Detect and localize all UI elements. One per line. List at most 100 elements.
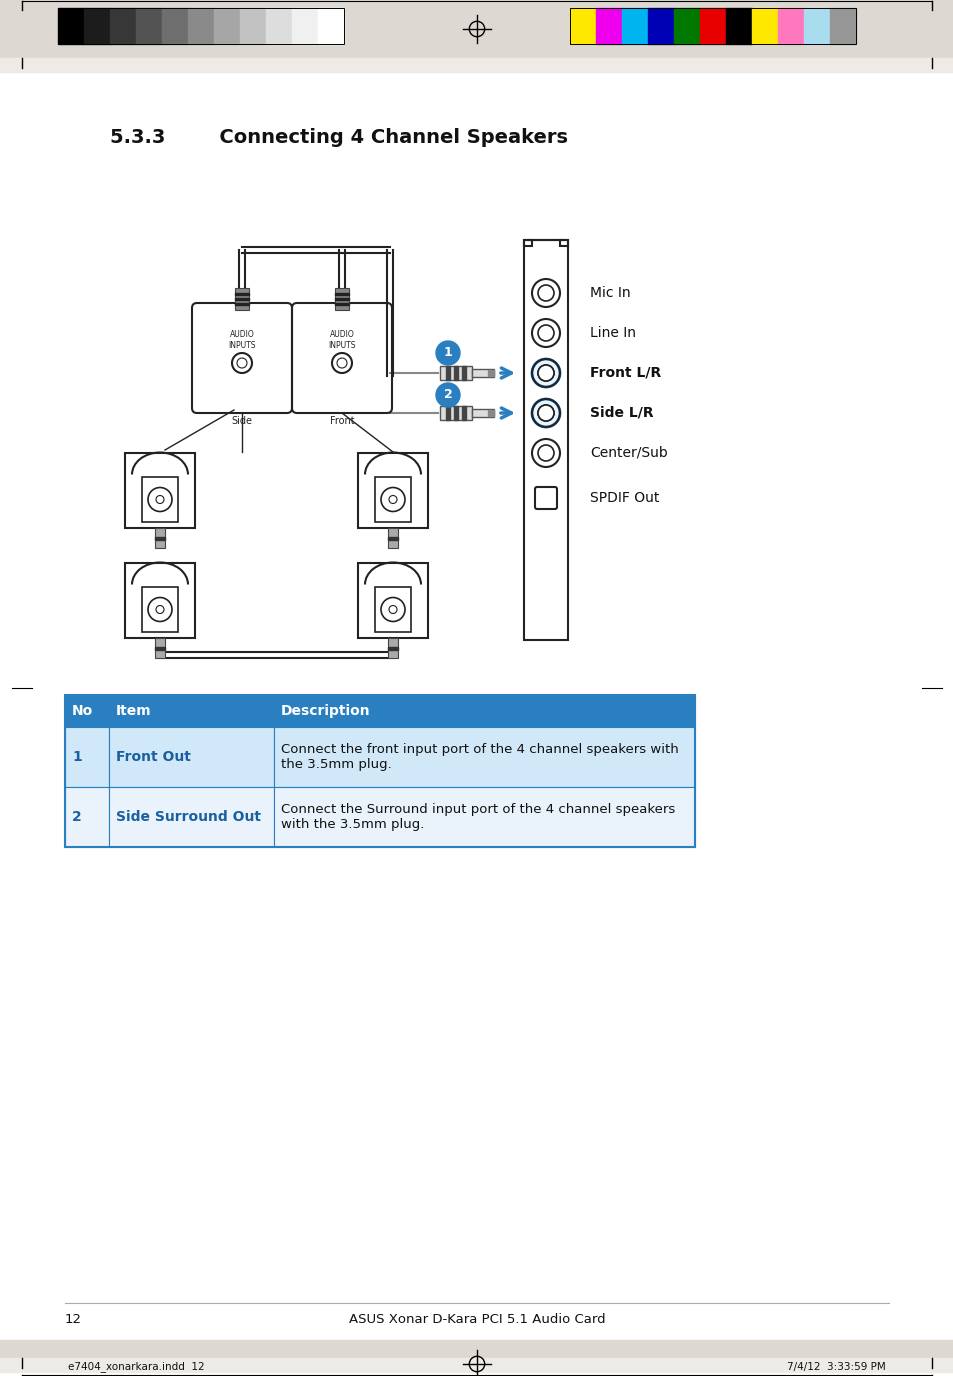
Bar [673,8,700,44]
Bar [292,8,317,44]
Bar [439,406,472,420]
Bar [274,727,695,787]
Text: AUDIO
INPUTS: AUDIO INPUTS [228,330,255,350]
Bar [142,476,178,522]
Bar [335,293,349,294]
Bar [388,537,397,539]
Bar [559,239,567,246]
Bar [621,8,647,44]
Text: Connect the Surround input port of the 4 channel speakers
with the 3.5mm plug.: Connect the Surround input port of the 4… [281,804,675,831]
Text: ASUS Xonar D-Kara PCI 5.1 Audio Card: ASUS Xonar D-Kara PCI 5.1 Audio Card [349,1313,604,1326]
Text: AUDIO
INPUTS: AUDIO INPUTS [328,330,355,350]
Text: e7404_xonarkara.indd  12: e7404_xonarkara.indd 12 [68,1361,204,1372]
Bar [240,8,266,44]
Circle shape [537,405,554,421]
Bar [65,727,109,787]
Bar [454,366,457,380]
Text: Center/Sub: Center/Sub [589,446,667,460]
Text: Item: Item [116,705,152,718]
Bar [375,586,411,632]
Text: Side: Side [232,416,253,427]
Text: 7/4/12  3:33:59 PM: 7/4/12 3:33:59 PM [786,1362,885,1372]
Bar [523,239,532,246]
Bar [154,647,165,649]
Bar [188,8,213,44]
Bar [523,239,567,640]
Bar [488,410,494,416]
Bar [778,8,803,44]
Bar [569,8,855,44]
Bar [700,8,725,44]
Bar [446,406,450,420]
Bar [596,8,621,44]
Bar [388,647,397,649]
Bar [234,299,249,300]
Text: 1: 1 [71,750,82,764]
Bar [213,8,240,44]
Bar [388,637,397,658]
Bar [65,695,109,727]
Circle shape [532,359,559,387]
Bar [0,0,953,58]
Bar [125,563,194,637]
Bar [58,8,84,44]
Bar [234,288,249,310]
Bar [829,8,855,44]
Bar [647,8,673,44]
Text: 5.3.3        Connecting 4 Channel Speakers: 5.3.3 Connecting 4 Channel Speakers [110,128,567,147]
Bar [472,409,494,417]
Circle shape [436,341,459,365]
Bar [357,453,428,527]
Bar [234,303,249,305]
Text: Side L/R: Side L/R [589,406,653,420]
Bar [454,406,457,420]
Bar [125,453,194,527]
Bar [266,8,292,44]
Bar [357,563,428,637]
Bar [0,58,953,72]
Bar [110,8,136,44]
Text: Description: Description [281,705,370,718]
Bar [109,727,274,787]
Bar [335,288,349,310]
Bar [84,8,110,44]
Text: 2: 2 [443,388,452,402]
Text: 12: 12 [65,1313,82,1326]
Bar [58,8,344,44]
Text: Front Out: Front Out [116,750,191,764]
Bar [65,787,109,848]
Circle shape [532,399,559,427]
Text: Mic In: Mic In [589,286,630,300]
Bar [461,366,465,380]
Text: SPDIF Out: SPDIF Out [589,491,659,505]
Bar [0,1358,953,1372]
Bar [317,8,344,44]
Bar [234,293,249,294]
Text: No: No [71,705,93,718]
Bar [375,476,411,522]
Text: Front: Front [330,416,354,427]
Bar [109,695,274,727]
Bar [472,369,494,377]
Bar [461,406,465,420]
Bar [274,787,695,848]
Bar [154,537,165,539]
Bar [488,370,494,376]
Bar [446,366,450,380]
Bar [274,695,695,727]
Bar [136,8,162,44]
Bar [109,787,274,848]
Bar [162,8,188,44]
Text: Side Surround Out: Side Surround Out [116,810,261,824]
Bar [803,8,829,44]
Circle shape [537,365,554,381]
Bar [65,695,695,848]
Bar [154,527,165,548]
Text: 2: 2 [71,810,82,824]
Text: Front L/R: Front L/R [589,366,660,380]
Circle shape [436,383,459,407]
Bar [0,1340,953,1358]
Bar [388,527,397,548]
Text: 1: 1 [443,347,452,359]
Bar [142,586,178,632]
